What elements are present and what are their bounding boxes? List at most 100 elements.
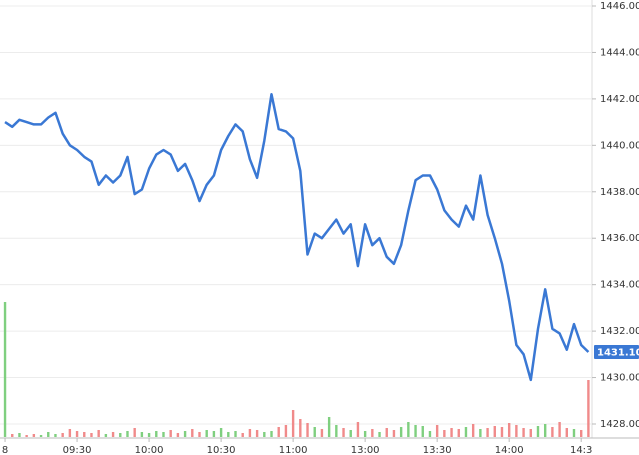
volume-bar	[25, 435, 28, 437]
volume-bar	[450, 428, 453, 437]
volume-bar	[183, 431, 187, 437]
volume-bar	[342, 428, 345, 437]
volume-bar	[299, 419, 302, 437]
volume-bar	[457, 429, 460, 437]
volume-bar	[248, 429, 252, 437]
volume-bar	[507, 423, 511, 437]
volume-bar	[493, 426, 496, 437]
volume-bar	[464, 427, 468, 437]
volume-bar	[227, 432, 230, 437]
volume-bar	[11, 434, 14, 437]
volume-bar	[392, 430, 396, 437]
volume-bar	[327, 417, 331, 437]
x-tick-label: 13:00	[351, 445, 380, 455]
volume-bar	[291, 410, 295, 437]
volume-bar	[320, 429, 324, 437]
volume-bar	[39, 435, 43, 437]
volume-bar	[83, 432, 86, 437]
volume-bar	[558, 422, 561, 437]
y-tick-label: 1432.00	[600, 326, 639, 337]
volume-bar	[407, 422, 410, 437]
volume-bar	[54, 434, 57, 437]
volume-bar	[270, 431, 273, 437]
volume-bar	[306, 423, 309, 437]
y-tick-label: 1442.00	[600, 94, 639, 105]
volume-bar	[536, 426, 540, 437]
volume-bar	[205, 430, 208, 437]
volume-bar	[428, 431, 432, 437]
volume-bar	[263, 432, 266, 437]
volume-bar	[479, 429, 482, 437]
volume-bar	[119, 433, 122, 437]
volume-bar	[133, 428, 136, 437]
volume-bar	[356, 422, 360, 437]
volume-bar	[313, 427, 316, 437]
volume-bar	[90, 433, 93, 437]
x-tick-label: 10:30	[207, 445, 236, 455]
volume-bar	[169, 430, 172, 437]
volume-bar	[155, 431, 158, 437]
volume-bar	[363, 431, 367, 437]
y-tick-label: 1428.00	[600, 419, 639, 430]
volume-bar	[234, 431, 237, 437]
volume-bar	[111, 432, 115, 437]
y-tick-label: 1430.00	[600, 373, 639, 384]
volume-bar	[97, 430, 100, 437]
volume-bar	[335, 425, 338, 437]
x-tick-label: 14:3	[570, 445, 592, 455]
volume-bar	[399, 427, 403, 437]
volume-bar	[443, 430, 446, 437]
x-tick-label: 13:30	[423, 445, 452, 455]
volume-bar	[32, 434, 36, 437]
volume-bar	[18, 433, 21, 437]
volume-bar	[486, 428, 489, 437]
volume-bar	[551, 427, 554, 437]
volume-bar	[140, 432, 144, 437]
volume-bar	[104, 434, 108, 437]
volume-bar	[47, 432, 50, 437]
volume-bar	[414, 425, 417, 437]
y-tick-label: 1444.00	[600, 47, 639, 58]
volume-bar	[284, 425, 288, 437]
volume-bar	[500, 427, 504, 437]
x-tick-label: 8	[2, 445, 8, 455]
y-tick-label: 1440.00	[600, 140, 639, 151]
last-price-tag	[594, 345, 639, 360]
volume-bar	[435, 425, 439, 437]
volume-bar	[176, 433, 180, 437]
volume-bar	[371, 429, 374, 437]
volume-bar	[219, 428, 223, 437]
x-tick-label: 10:00	[135, 445, 164, 455]
volume-bar	[277, 427, 280, 437]
volume-bar	[522, 428, 525, 437]
volume-bar	[421, 426, 424, 437]
volume-bar	[529, 429, 532, 437]
volume-bar	[68, 429, 72, 437]
volume-bar	[349, 430, 352, 437]
last-price-label: 1431.10	[597, 348, 639, 359]
volume-bar	[515, 425, 518, 437]
volume-bar	[147, 433, 151, 437]
volume-bar	[579, 430, 583, 437]
y-tick-label: 1446.00	[600, 1, 639, 12]
volume-bar	[565, 428, 568, 437]
volume-bar	[471, 424, 475, 437]
x-tick-label: 11:00	[279, 445, 308, 455]
volume-bar	[191, 429, 194, 437]
volume-bar	[3, 302, 7, 437]
volume-bar	[198, 432, 201, 437]
volume-bar	[255, 430, 259, 437]
x-tick-label: 09:30	[63, 445, 92, 455]
volume-bar	[241, 433, 244, 437]
volume-bar	[543, 424, 547, 437]
volume-bar	[385, 428, 388, 437]
volume-bar	[378, 432, 381, 437]
volume-bar	[212, 431, 216, 437]
price-line	[4, 92, 590, 382]
volume-bar	[61, 433, 64, 437]
x-tick-label: 14:00	[495, 445, 524, 455]
volume-bar	[572, 429, 576, 437]
y-tick-label: 1438.00	[600, 187, 639, 198]
y-tick-label: 1434.00	[600, 280, 639, 291]
